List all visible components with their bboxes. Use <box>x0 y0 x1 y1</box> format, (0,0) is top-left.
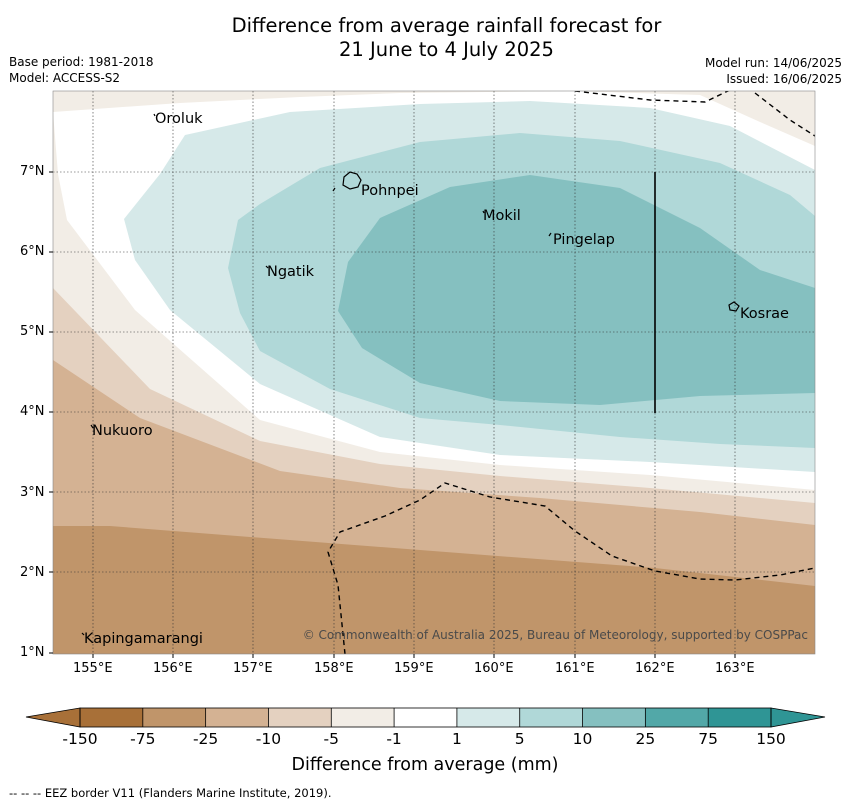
colorbar-dividers <box>79 707 772 728</box>
place-label-ngatik: Ngatik <box>267 264 315 280</box>
lat-label-1n: 1°N <box>20 645 45 660</box>
colorbar-segment <box>519 708 583 727</box>
colorbar-label: 75 <box>698 730 719 748</box>
colorbar-segment <box>394 708 457 727</box>
lon-label-155e: 155°E <box>73 661 113 676</box>
colorbar-label: -150 <box>62 730 98 748</box>
eez-border-lines <box>327 91 815 654</box>
colorbar-segment <box>456 708 520 727</box>
colorbar-segment <box>268 708 332 727</box>
colorbar-segment <box>205 708 269 727</box>
map-frame <box>52 90 816 655</box>
place-label-kapingamarangi: Kapingamarangi <box>84 631 203 647</box>
model-run: Model run: 14/06/2025 <box>704 56 842 70</box>
contour-fills <box>53 91 815 654</box>
ant-atoll-mark <box>332 187 336 192</box>
lon-label-163e: 163°E <box>715 661 755 676</box>
colorbar-label: -10 <box>255 730 282 748</box>
lat-label-7n: 7°N <box>20 164 45 179</box>
colorbar-segment <box>645 708 709 727</box>
colorbar-segment <box>331 708 395 727</box>
axis-tick-marks <box>49 171 736 658</box>
colorbar-label: -1 <box>386 730 402 748</box>
colorbar-segment <box>80 708 143 727</box>
colorbar-segment <box>142 708 206 727</box>
colorbar-segment <box>708 708 771 727</box>
lon-label-162e: 162°E <box>635 661 675 676</box>
colorbar-label: 25 <box>635 730 656 748</box>
lat-label-2n: 2°N <box>20 565 45 580</box>
place-label-oroluk: Oroluk <box>155 111 203 127</box>
pohnpei-island <box>342 171 362 190</box>
lat-label-4n: 4°N <box>20 404 45 419</box>
place-label-nukuoro: Nukuoro <box>92 423 153 439</box>
colorbar-label: -5 <box>323 730 339 748</box>
lon-label-158e: 158°E <box>314 661 354 676</box>
lat-label-5n: 5°N <box>20 324 45 339</box>
colorbar-high-extend <box>770 707 826 728</box>
issued-date: Issued: 16/06/2025 <box>726 72 842 86</box>
band-plus-10 <box>338 175 815 405</box>
colorbar-title: Difference from average (mm) <box>291 755 559 775</box>
colorbar-low-extend <box>25 707 81 728</box>
lat-label-3n: 3°N <box>20 485 45 500</box>
colorbar-label: -25 <box>192 730 219 748</box>
place-label-mokil: Mokil <box>483 208 521 224</box>
kosrae-island <box>728 301 740 312</box>
lon-label-161e: 161°E <box>555 661 595 676</box>
copyright-notice: © Commonwealth of Australia 2025, Bureau… <box>302 628 808 642</box>
map-title-line2: 21 June to 4 July 2025 <box>339 38 554 61</box>
lat-label-6n: 6°N <box>20 244 45 259</box>
map-title-line1: Difference from average rainfall forecas… <box>231 14 662 37</box>
lon-label-156e: 156°E <box>153 661 193 676</box>
colorbar-label: 5 <box>514 730 525 748</box>
place-label-pohnpei: Pohnpei <box>361 183 419 199</box>
lon-label-159e: 159°E <box>394 661 434 676</box>
colorbar-label: 150 <box>756 730 786 748</box>
lon-label-160e: 160°E <box>474 661 514 676</box>
colorbar <box>25 707 826 728</box>
place-label-kosrae: Kosrae <box>740 306 789 322</box>
model-name: Model: ACCESS-S2 <box>9 71 121 85</box>
eez-legend-note: -- -- -- EEZ border V11 (Flanders Marine… <box>9 786 332 800</box>
place-label-pingelap: Pingelap <box>553 232 615 248</box>
islands <box>81 113 740 636</box>
colorbar-segments <box>80 708 771 727</box>
lon-label-157e: 157°E <box>233 661 273 676</box>
colorbar-label: -75 <box>130 730 156 748</box>
colorbar-outline <box>79 707 772 728</box>
colorbar-label: 1 <box>451 730 462 748</box>
base-period: Base period: 1981-2018 <box>9 55 154 69</box>
colorbar-segment <box>582 708 646 727</box>
colorbar-label: 10 <box>572 730 593 748</box>
